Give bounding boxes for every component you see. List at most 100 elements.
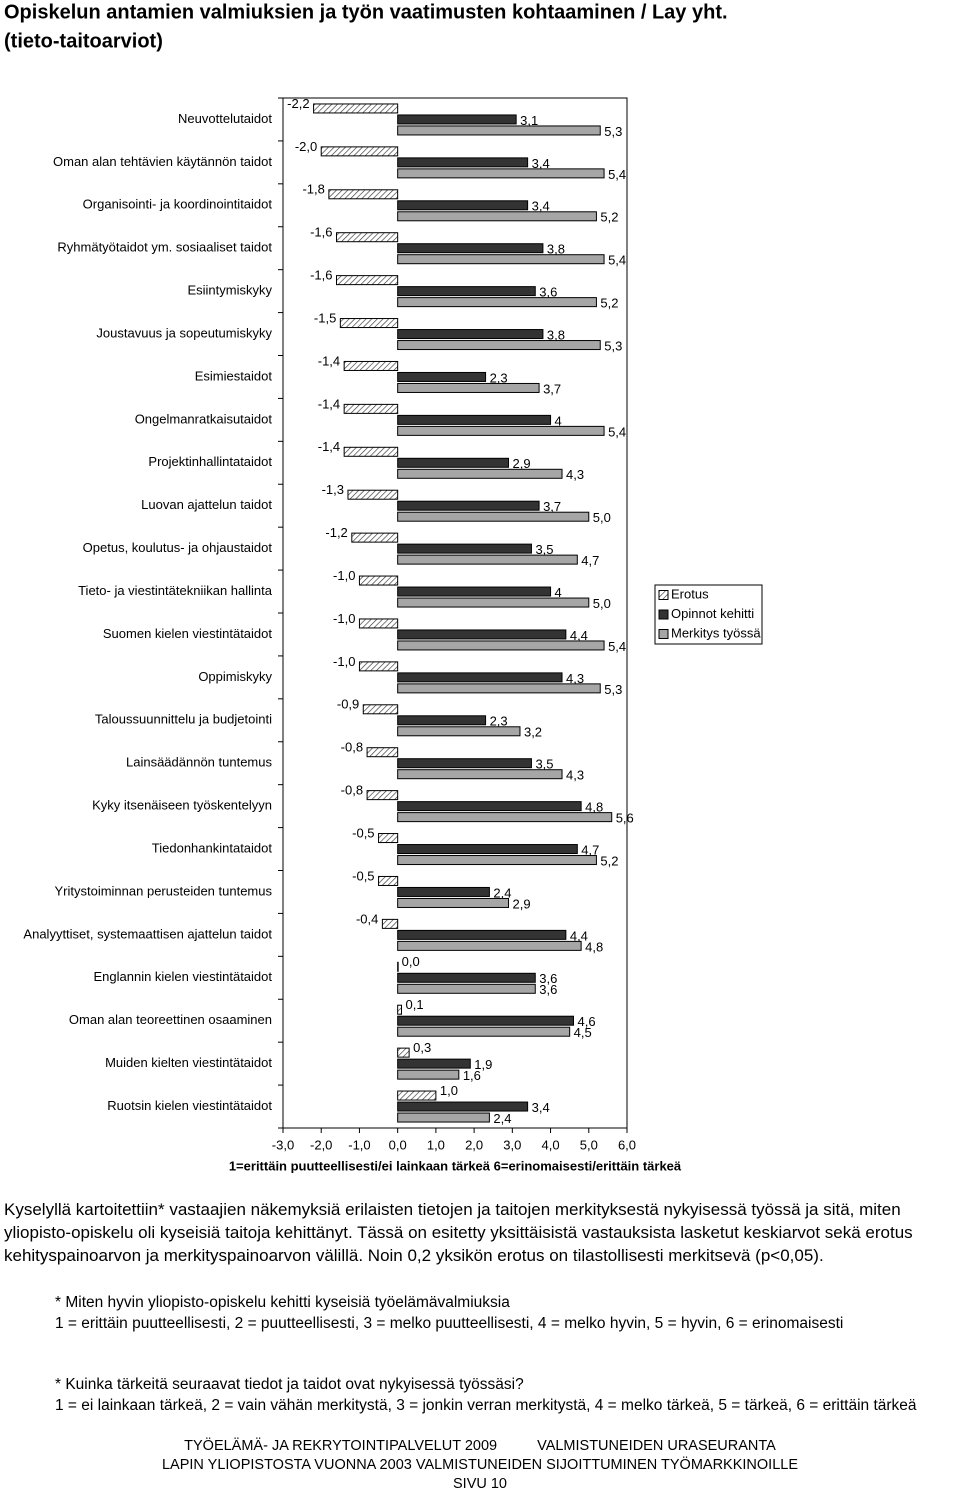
legend-swatch (658, 590, 669, 600)
value-label: 4,7 (581, 842, 599, 857)
value-label: 2,3 (490, 370, 508, 385)
value-label: 2,4 (493, 885, 511, 900)
legend-label: Merkitys työssä (671, 625, 761, 640)
bar (397, 211, 597, 222)
value-label: -1,6 (310, 225, 332, 240)
value-label: 4,6 (577, 1014, 595, 1029)
category-label: Muiden kielten viestintätaidot (105, 1055, 272, 1070)
bar (397, 297, 597, 308)
bar (397, 1058, 471, 1069)
x-tick-label: -1,0 (348, 1137, 370, 1152)
value-label: 2,3 (490, 714, 508, 729)
value-label: 2,4 (493, 1111, 511, 1126)
bar (343, 360, 399, 371)
value-label: 0,0 (402, 954, 420, 969)
note-scale: 1 = erittäin puutteellisesti, 2 = puutte… (55, 1315, 844, 1332)
value-label: 4,5 (574, 1025, 592, 1040)
value-label: -0,5 (352, 825, 374, 840)
value-label: 5,4 (608, 253, 626, 268)
value-label: -1,4 (318, 353, 340, 368)
value-label: 5,2 (600, 210, 618, 225)
bar (366, 790, 399, 801)
category-label: Oman alan tehtävien käytännön taidot (53, 154, 272, 169)
bar (397, 168, 605, 179)
bar (397, 286, 536, 297)
value-label: 3,4 (532, 199, 550, 214)
category-label: Yritystoiminnan perusteiden tuntemus (54, 883, 272, 898)
bar (313, 103, 399, 114)
bar (397, 940, 582, 951)
value-label: 3,6 (539, 982, 557, 997)
value-label: 3,2 (524, 725, 542, 740)
value-label: 3,8 (547, 242, 565, 257)
category-label: Ongelmanratkaisutaidot (135, 411, 273, 426)
value-label: 3,4 (532, 156, 550, 171)
x-axis-title: 1=erittäin puutteellisesti/ei lainkaan t… (229, 1158, 682, 1173)
bar (397, 329, 544, 340)
legend-swatch (658, 609, 669, 620)
value-label: -1,0 (333, 611, 355, 626)
x-tick-label: 5,0 (580, 1137, 598, 1152)
bar (397, 801, 582, 812)
bar (397, 457, 510, 468)
value-label: 5,3 (604, 682, 622, 697)
value-label: 4,7 (581, 553, 599, 568)
legend-label: Erotus (671, 586, 709, 601)
value-label: 5,2 (600, 853, 618, 868)
bar (397, 1026, 571, 1037)
bar (339, 318, 399, 329)
bar (397, 640, 605, 651)
value-label: -1,8 (302, 182, 324, 197)
category-label: Luovan ajattelun taidot (141, 497, 272, 512)
bar (397, 340, 601, 351)
x-tick-label: -2,0 (310, 1137, 332, 1152)
value-label: 3,8 (547, 327, 565, 342)
category-label: Joustavuus ja sopeutumiskyky (96, 325, 272, 340)
category-label: Esimiestaidot (195, 368, 273, 383)
footer-text: TYÖELÄMÄ- JA REKRYTOINTIPALVELUT 2009 (184, 1438, 498, 1454)
chart-title: Opiskelun antamien valmiuksien ja työn v… (4, 1, 728, 23)
value-label: 5,4 (608, 167, 626, 182)
bar (397, 897, 510, 908)
value-label: 5,2 (600, 296, 618, 311)
x-tick-label: -3,0 (272, 1137, 294, 1152)
value-label: 4,8 (585, 800, 603, 815)
value-label: -2,0 (295, 139, 317, 154)
bar (343, 403, 399, 414)
legend-box (654, 584, 763, 645)
bar (397, 758, 532, 769)
bar (362, 704, 399, 715)
value-label: -1,4 (318, 439, 340, 454)
value-label: 4 (555, 413, 562, 428)
x-tick-label: 4,0 (542, 1137, 560, 1152)
bar (397, 1069, 460, 1080)
bar (397, 1112, 490, 1123)
bar (397, 629, 567, 640)
bar (397, 586, 552, 597)
value-label: -1,6 (310, 268, 332, 283)
category-label: Ruotsin kielen viestintätaidot (107, 1098, 272, 1113)
value-label: -0,4 (356, 911, 378, 926)
bar (397, 1004, 402, 1015)
value-label: -1,0 (333, 568, 355, 583)
value-label: 3,6 (539, 971, 557, 986)
category-label: Englannin kielen viestintätaidot (93, 969, 272, 984)
bar (336, 232, 399, 243)
bar (397, 114, 517, 125)
x-tick-label: 2,0 (465, 1137, 483, 1152)
category-label: Organisointi- ja koordinointitaidot (83, 197, 273, 212)
bar (397, 886, 490, 897)
bar (397, 812, 613, 823)
bar (397, 200, 529, 211)
value-label: 3,7 (543, 499, 561, 514)
bar (397, 511, 590, 522)
legend-label: Opinnot kehitti (671, 606, 754, 621)
bar (358, 575, 399, 586)
value-label: 3,7 (543, 381, 561, 396)
value-label: 5,3 (604, 124, 622, 139)
x-tick-label: 6,0 (618, 1137, 636, 1152)
bar (397, 715, 487, 726)
bar (378, 875, 399, 886)
value-label: 4,3 (566, 671, 584, 686)
value-label: -1,5 (314, 310, 336, 325)
